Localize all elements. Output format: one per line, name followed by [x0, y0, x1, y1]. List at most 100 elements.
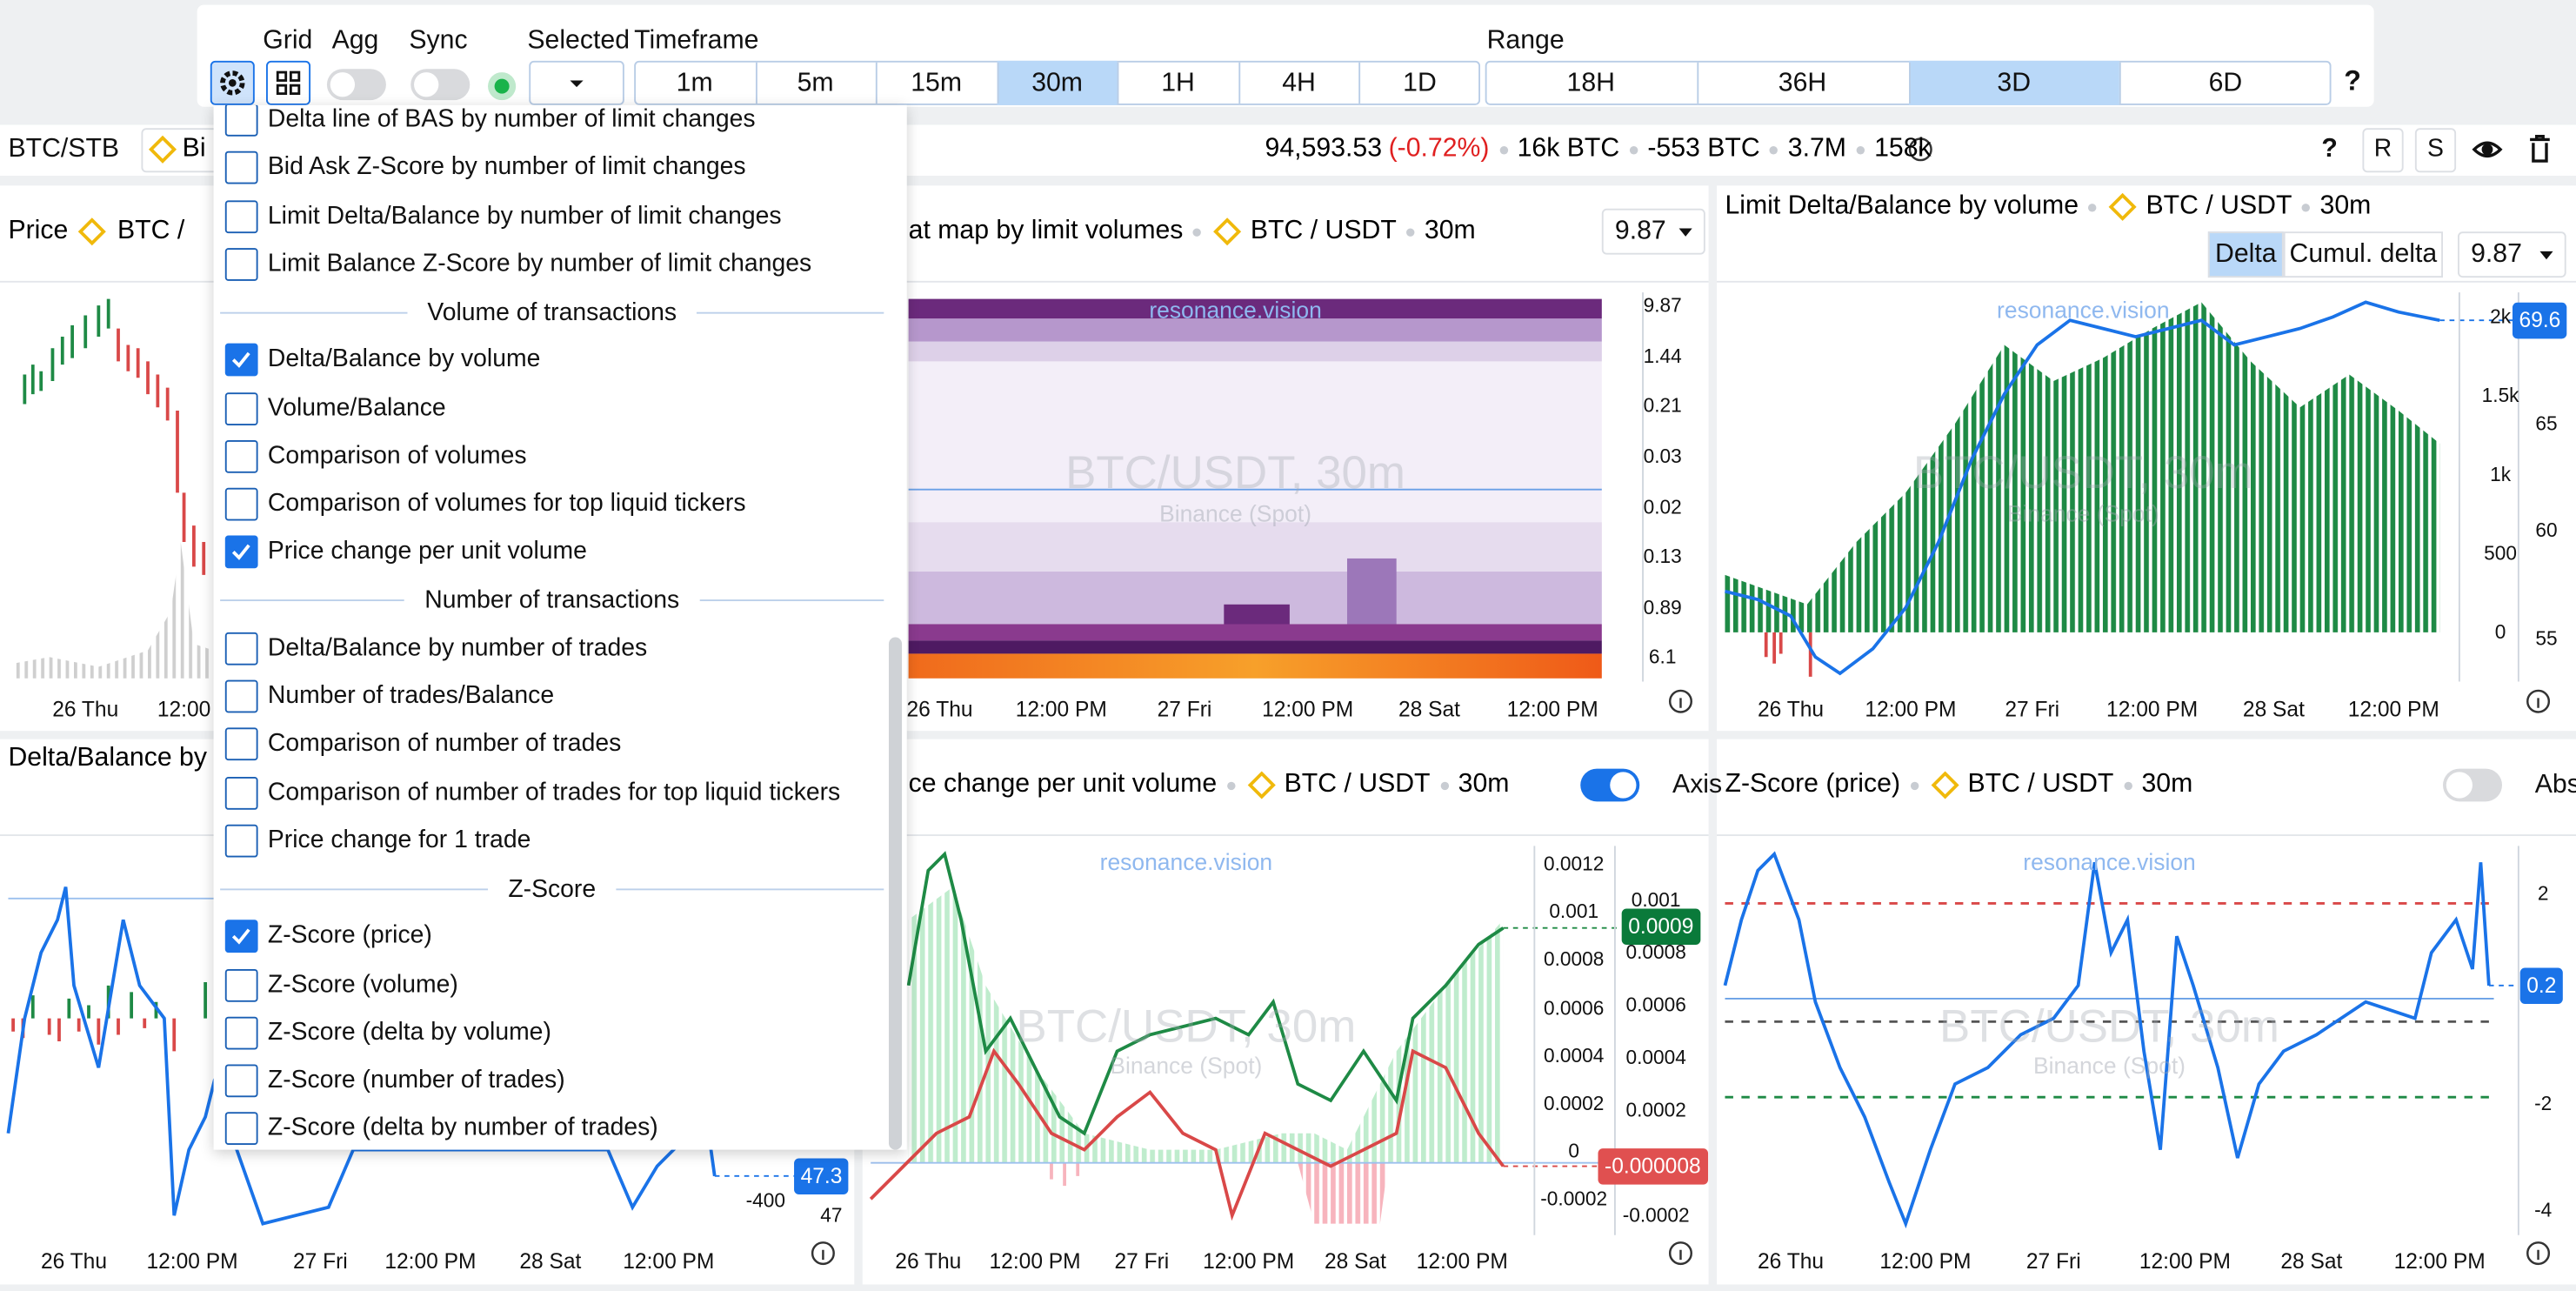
x-axis-label: 28 Sat: [519, 1248, 582, 1274]
checkbox[interactable]: [224, 1016, 258, 1049]
checkbox[interactable]: [224, 535, 258, 569]
label: Selected: [527, 26, 631, 56]
button[interactable]: S: [2427, 134, 2444, 163]
menu-item[interactable]: Z-Score (price): [267, 921, 432, 950]
checkbox[interactable]: [224, 439, 258, 473]
watermark: BTC/USDT, 30m: [1912, 446, 2253, 498]
panel-header: at map by limit volumes BTC / USDT 30m: [909, 217, 1476, 246]
checkbox[interactable]: [224, 776, 258, 809]
ticker-stats: 94,593.53 (-0.72%) 16k BTC -553 BTC 3.7M 158k: [1265, 135, 1932, 164]
axis-label: 1k: [2490, 463, 2512, 486]
toggle[interactable]: [410, 69, 470, 101]
help-button[interactable]: ?: [2321, 135, 2338, 164]
menu-item[interactable]: Price change per unit volume: [267, 537, 587, 565]
selected-dropdown[interactable]: [529, 60, 624, 105]
divider: [220, 311, 408, 313]
divider: [615, 887, 884, 890]
watermark: Binance (Spot): [1110, 1052, 1263, 1079]
range-button[interactable]: 36H: [1778, 70, 1827, 98]
menu-item[interactable]: Z-Score (delta by number of trades): [267, 1114, 658, 1142]
watermark: resonance.vision: [1997, 296, 2170, 324]
axis-label: 0: [1568, 1139, 1580, 1163]
checkbox[interactable]: [224, 1064, 258, 1098]
x-axis-label: 26 Thu: [906, 696, 973, 722]
settings-button[interactable]: [210, 60, 255, 105]
label: Grid: [263, 26, 313, 56]
menu-item[interactable]: Delta/Balance by number of trades: [267, 633, 648, 662]
label: Range: [1486, 26, 1565, 56]
timeframe-button[interactable]: 30m: [1031, 70, 1083, 98]
checkbox[interactable]: [224, 1112, 258, 1146]
separator-dot: [2123, 780, 2132, 790]
panel-header: Price BTC /: [8, 217, 184, 246]
watermark: Binance (Spot): [1159, 500, 1312, 527]
menu-item[interactable]: Comparison of number of trades: [267, 729, 622, 758]
toggle-knob: [2446, 772, 2473, 799]
button[interactable]: R: [2373, 134, 2392, 163]
toggle[interactable]: [2442, 768, 2502, 802]
timeframe-button[interactable]: 15m: [911, 70, 962, 98]
axis-label: 0.13: [1643, 545, 1682, 568]
checkbox[interactable]: [224, 824, 258, 858]
timeframe-button[interactable]: 1m: [676, 70, 713, 98]
menu-item[interactable]: Price change for 1 trade: [267, 826, 531, 854]
checkbox[interactable]: [224, 199, 258, 233]
menu-item[interactable]: Comparison of number of trades for top l…: [267, 777, 841, 806]
menu-item[interactable]: Comparison of volumes: [267, 441, 527, 470]
timeframe-button[interactable]: 1D: [1403, 70, 1437, 98]
menu-item[interactable]: Z-Score (volume): [267, 969, 458, 998]
range-button[interactable]: 18H: [1566, 70, 1616, 98]
timeframe-button[interactable]: 5m: [797, 70, 834, 98]
axis-label: -0.0002: [1622, 1203, 1690, 1227]
range-button[interactable]: 3D: [1997, 70, 2032, 98]
toggle[interactable]: [326, 69, 386, 101]
watermark: BTC/USDT, 30m: [1065, 446, 1406, 498]
menu-item[interactable]: Limit Balance Z-Score by number of limit…: [267, 249, 812, 278]
checkbox[interactable]: [224, 247, 258, 281]
panel-header: ce change per unit volume BTC / USDT 30m: [908, 770, 1509, 799]
checkbox[interactable]: [224, 632, 258, 666]
checkbox[interactable]: [224, 967, 258, 1001]
checkbox[interactable]: [224, 487, 258, 521]
axis-label: 2k: [2490, 304, 2512, 329]
menu-item[interactable]: Number of trades/Balance: [267, 681, 555, 710]
axis-label: 0: [2494, 620, 2506, 644]
scrollbar[interactable]: [888, 637, 903, 1150]
menu-item[interactable]: Z-Score (delta by volume): [267, 1018, 551, 1047]
checkbox[interactable]: [224, 151, 258, 184]
timeframe-button[interactable]: 1H: [1161, 70, 1195, 98]
toggle-knob: [330, 72, 356, 97]
menu-item[interactable]: Comparison of volumes for top liquid tic…: [267, 489, 746, 518]
checkbox[interactable]: [224, 727, 258, 761]
separator-dot: [1856, 145, 1865, 154]
separator-dot: [1910, 780, 1919, 790]
checkbox[interactable]: [224, 391, 258, 425]
menu-item[interactable]: Limit Delta/Balance by number of limit c…: [267, 201, 782, 230]
toggle[interactable]: [1580, 768, 1640, 802]
x-axis-label: 27 Fri: [1114, 1248, 1170, 1274]
timeframe: 30m: [2141, 770, 2193, 799]
panel-header: Z-Score (price) BTC / USDT 30m: [1725, 770, 2192, 799]
checkbox[interactable]: [224, 920, 258, 953]
divider: [997, 62, 998, 104]
menu-item[interactable]: Delta line of BAS by number of limit cha…: [267, 104, 756, 133]
grid-button[interactable]: [266, 60, 311, 105]
menu-item[interactable]: Z-Score (number of trades): [267, 1066, 565, 1094]
checkbox[interactable]: [224, 679, 258, 713]
mode-label: Cumul. delta: [2289, 240, 2438, 269]
pair: BTC / USDT: [1284, 770, 1431, 799]
checkbox[interactable]: [224, 344, 258, 377]
range-button[interactable]: 6D: [2208, 70, 2243, 98]
menu-item[interactable]: Delta/Balance by volume: [267, 344, 541, 374]
separator-dot: [2088, 203, 2097, 211]
timeframe-button[interactable]: 4H: [1282, 70, 1316, 98]
help-button[interactable]: ?: [2344, 65, 2361, 97]
checkbox[interactable]: [224, 104, 258, 137]
x-axis-label: 28 Sat: [1398, 696, 1460, 722]
axis-label: 0.001: [1549, 900, 1599, 923]
axis-label: 0.0004: [1544, 1044, 1605, 1067]
panel-title: ce change per unit volume: [908, 770, 1218, 799]
menu-item[interactable]: Bid Ask Z-Score by number of limit chang…: [267, 153, 746, 182]
menu-item[interactable]: Volume/Balance: [267, 393, 446, 422]
